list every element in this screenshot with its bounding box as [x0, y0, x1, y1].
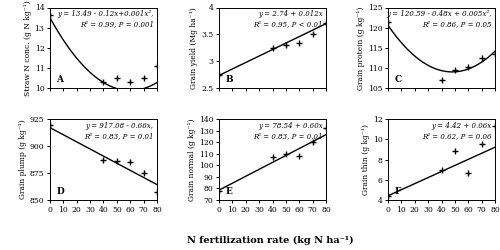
Text: F: F: [394, 187, 401, 196]
Text: y = 13.49 - 0.12x+0.001x²,
R² = 0.99, P = 0.001: y = 13.49 - 0.12x+0.001x², R² = 0.99, P …: [58, 10, 154, 28]
Text: B: B: [226, 75, 233, 84]
Y-axis label: Straw N conc. (g N kg⁻¹): Straw N conc. (g N kg⁻¹): [24, 0, 32, 96]
Text: y = 4.42 + 0.06x
R² = 0.62, P = 0.06: y = 4.42 + 0.06x R² = 0.62, P = 0.06: [422, 122, 492, 140]
Text: E: E: [226, 187, 232, 196]
Text: D: D: [56, 187, 64, 196]
Y-axis label: Grain normal (g kg⁻¹): Grain normal (g kg⁻¹): [188, 118, 196, 201]
Text: y = 78.54 + 0.60x
R² = 0.83, P = 0.01: y = 78.54 + 0.60x R² = 0.83, P = 0.01: [254, 122, 323, 140]
Y-axis label: Grain yield (Mg ha⁻¹): Grain yield (Mg ha⁻¹): [190, 7, 198, 89]
Text: A: A: [56, 75, 64, 84]
Text: y = 917.08 - 0.66x,
R² = 0.83, P = 0.01: y = 917.08 - 0.66x, R² = 0.83, P = 0.01: [84, 122, 154, 140]
Y-axis label: Grain plump (g kg⁻¹): Grain plump (g kg⁻¹): [19, 120, 27, 200]
Text: N fertilization rate (kg N ha⁻¹): N fertilization rate (kg N ha⁻¹): [186, 236, 354, 245]
Y-axis label: Grain thin (g kg⁻¹): Grain thin (g kg⁻¹): [362, 124, 370, 195]
Text: y = 120.59 - 0.48x + 0.005x²,
R² = 0.86, P = 0.05: y = 120.59 - 0.48x + 0.005x², R² = 0.86,…: [386, 10, 492, 28]
Y-axis label: Grain protein (g kg⁻¹): Grain protein (g kg⁻¹): [357, 6, 365, 90]
Text: y = 2.74 + 0.012x
R² = 0.95, P < 0.01: y = 2.74 + 0.012x R² = 0.95, P < 0.01: [254, 10, 323, 28]
Text: C: C: [394, 75, 402, 84]
